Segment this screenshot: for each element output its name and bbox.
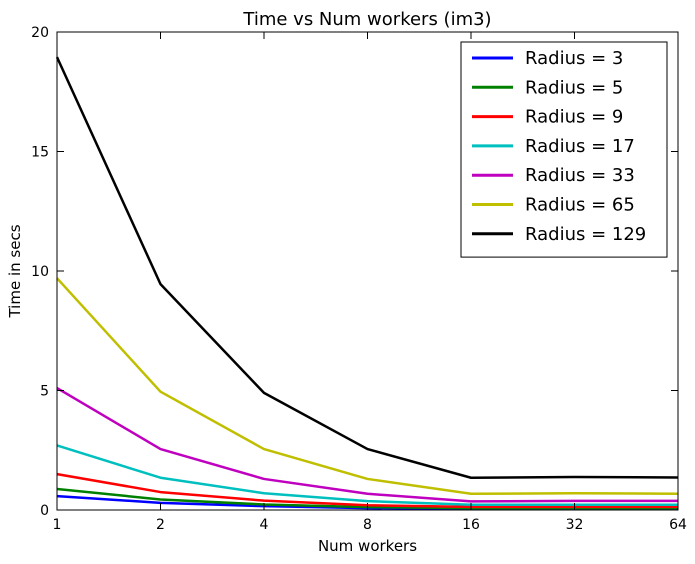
y-tick-label: 20 [31, 25, 49, 41]
x-tick-label: 64 [669, 517, 687, 533]
y-axis: 0 5 10 15 20 [31, 25, 678, 519]
legend-box [460, 41, 668, 258]
x-axis: 1 2 4 8 16 32 64 [53, 32, 687, 533]
legend-label: Radius = 33 [525, 165, 635, 186]
chart-title: Time vs Num workers (im3) [242, 9, 491, 30]
x-axis-title: Num workers [318, 537, 417, 555]
y-axis-title: Time in secs [6, 224, 24, 318]
series-lines [55, 56, 679, 511]
x-tick-label: 2 [156, 517, 165, 533]
legend-label: Radius = 17 [525, 136, 635, 157]
series-line-3 [56, 444, 678, 506]
y-tick-label: 15 [31, 145, 49, 161]
legend-label: Radius = 65 [525, 195, 635, 216]
legend-label: Radius = 129 [525, 224, 646, 245]
x-tick-label: 4 [260, 517, 269, 533]
y-tick-label: 5 [40, 384, 49, 400]
x-tick-label: 16 [462, 517, 480, 533]
legend-label: Radius = 3 [525, 48, 623, 69]
legend-label: Radius = 5 [525, 77, 623, 98]
x-tick-label: 1 [53, 517, 62, 533]
series-line-6 [55, 56, 679, 479]
y-tick-label: 10 [31, 264, 49, 280]
legend-label: Radius = 9 [525, 107, 623, 128]
y-tick-label: 0 [40, 503, 49, 519]
series-line-4 [56, 387, 678, 503]
legend: Radius = 3 Radius = 5 Radius = 9 Radius = 1… [460, 41, 668, 258]
series-line-5 [56, 277, 679, 495]
x-tick-label: 8 [363, 517, 372, 533]
x-tick-label: 32 [566, 517, 584, 533]
